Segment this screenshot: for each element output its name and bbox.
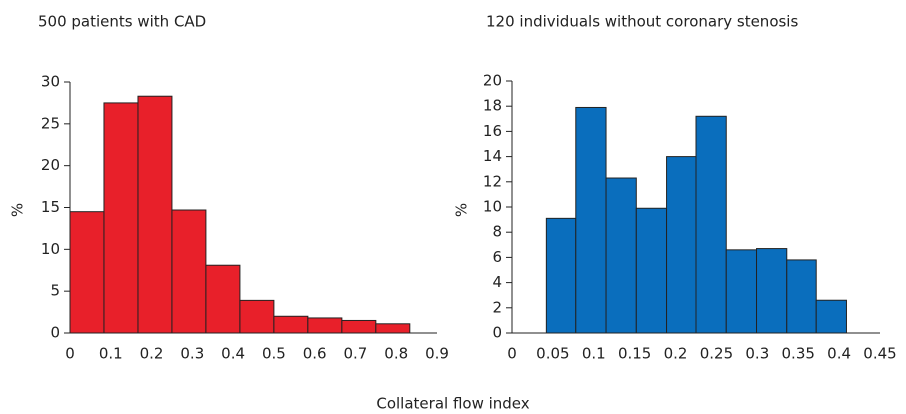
bar (605, 177, 637, 334)
y-tick-label: 2 (492, 298, 502, 316)
x-tick-label: 0.1 (582, 345, 606, 363)
y-tick-label: 20 (483, 72, 502, 90)
x-axis-label: Collateral flow index (376, 395, 529, 413)
y-axis-label: % (453, 203, 471, 217)
bar (725, 249, 758, 334)
bar (103, 102, 139, 334)
bar (341, 319, 377, 334)
x-tick-label: 0.05 (536, 345, 569, 363)
y-tick-label: 5 (50, 282, 60, 300)
x-tick-label: 0.2 (664, 345, 688, 363)
x-tick-label: 0.3 (745, 345, 769, 363)
bar (171, 209, 207, 334)
bar (545, 217, 577, 334)
y-tick-label: 10 (483, 198, 502, 216)
y-tick-label: 14 (483, 147, 502, 165)
bar (375, 323, 411, 334)
x-tick-label: 0.4 (827, 345, 851, 363)
x-tick-label: 0.6 (303, 345, 327, 363)
bar (575, 106, 607, 334)
y-tick-label: 0 (50, 324, 60, 342)
x-tick-label: 0.15 (618, 345, 651, 363)
x-tick-label: 0.5 (262, 345, 286, 363)
y-tick-label: 10 (41, 240, 60, 258)
x-tick-label: 0.1 (99, 345, 123, 363)
chart-title: 500 patients with CAD (38, 13, 206, 31)
x-tick-label: 0.9 (425, 345, 449, 363)
y-tick-label: 8 (492, 223, 502, 241)
y-tick-label: 20 (41, 156, 60, 174)
y-tick-label: 30 (41, 73, 60, 91)
y-axis-label: % (9, 203, 27, 217)
y-tick-label: 12 (483, 172, 502, 190)
y-tick-label: 25 (41, 114, 60, 132)
bar (205, 264, 241, 334)
y-tick-label: 15 (41, 198, 60, 216)
bar (307, 317, 343, 334)
x-tick-label: 0.2 (140, 345, 164, 363)
bar (239, 299, 275, 334)
x-tick-label: 0 (507, 345, 517, 363)
x-tick-label: 0.4 (221, 345, 245, 363)
x-tick-label: 0.3 (180, 345, 204, 363)
x-tick-label: 0.8 (384, 345, 408, 363)
bar (635, 207, 668, 334)
x-tick-label: 0.25 (700, 345, 733, 363)
bar (695, 115, 727, 334)
x-tick-label: 0.35 (782, 345, 815, 363)
y-tick-label: 4 (492, 273, 502, 291)
x-tick-label: 0.45 (863, 345, 896, 363)
y-tick-label: 6 (492, 248, 502, 266)
bar (756, 248, 788, 334)
x-tick-label: 0 (65, 345, 75, 363)
y-tick-label: 18 (483, 97, 502, 115)
x-tick-label: 0.7 (344, 345, 368, 363)
bar (666, 156, 697, 334)
bar (815, 299, 847, 334)
bar (137, 95, 173, 334)
y-tick-label: 0 (492, 324, 502, 342)
bar (786, 259, 817, 334)
bar (273, 315, 309, 334)
chart-title: 120 individuals without coronary stenosi… (486, 13, 798, 31)
bar (69, 211, 105, 334)
y-tick-label: 16 (483, 122, 502, 140)
